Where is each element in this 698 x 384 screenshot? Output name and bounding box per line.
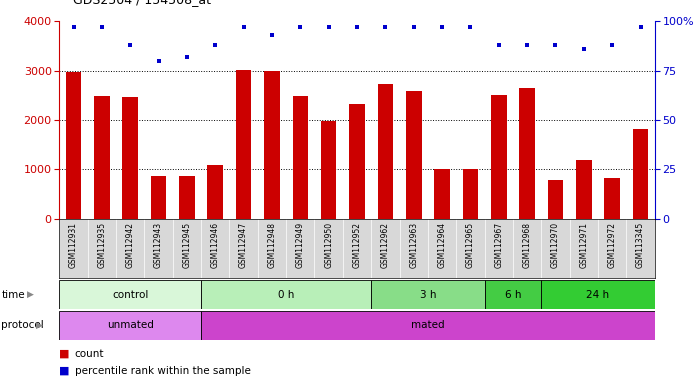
- Bar: [519, 88, 535, 219]
- Text: ▶: ▶: [27, 290, 34, 299]
- Point: [209, 42, 221, 48]
- Text: GSM112947: GSM112947: [239, 222, 248, 268]
- Bar: [463, 169, 478, 219]
- Bar: [548, 180, 563, 219]
- Text: mated: mated: [411, 320, 445, 331]
- Text: GSM112972: GSM112972: [608, 222, 617, 268]
- Point: [578, 46, 589, 52]
- Bar: [321, 121, 336, 219]
- Point: [521, 42, 533, 48]
- Bar: [236, 70, 251, 219]
- Bar: [576, 160, 592, 219]
- Text: GSM112946: GSM112946: [211, 222, 220, 268]
- Point: [607, 42, 618, 48]
- Text: GSM112945: GSM112945: [182, 222, 191, 268]
- Point: [436, 24, 447, 30]
- Point: [267, 32, 278, 38]
- Point: [153, 58, 164, 64]
- Text: GDS2504 / 154508_at: GDS2504 / 154508_at: [73, 0, 211, 6]
- Text: GSM112943: GSM112943: [154, 222, 163, 268]
- Text: GSM112970: GSM112970: [551, 222, 560, 268]
- Text: control: control: [112, 290, 149, 300]
- Bar: [264, 71, 280, 219]
- Point: [96, 24, 107, 30]
- Bar: [434, 169, 450, 219]
- Text: GSM112952: GSM112952: [352, 222, 362, 268]
- Text: ■: ■: [59, 366, 70, 376]
- Text: GSM113345: GSM113345: [636, 222, 645, 268]
- Text: GSM112967: GSM112967: [494, 222, 503, 268]
- Text: GSM112949: GSM112949: [296, 222, 305, 268]
- Text: ■: ■: [59, 349, 70, 359]
- FancyBboxPatch shape: [371, 280, 484, 309]
- Text: 6 h: 6 h: [505, 290, 521, 300]
- Bar: [94, 96, 110, 219]
- Bar: [633, 129, 648, 219]
- Text: GSM112935: GSM112935: [97, 222, 106, 268]
- Text: GSM112964: GSM112964: [438, 222, 447, 268]
- FancyBboxPatch shape: [59, 280, 201, 309]
- Text: GSM112950: GSM112950: [324, 222, 333, 268]
- Point: [181, 54, 193, 60]
- Point: [635, 24, 646, 30]
- Bar: [292, 96, 308, 219]
- Point: [125, 42, 136, 48]
- Text: 3 h: 3 h: [419, 290, 436, 300]
- Point: [68, 24, 79, 30]
- Text: GSM112963: GSM112963: [409, 222, 418, 268]
- Text: GSM112971: GSM112971: [579, 222, 588, 268]
- Text: unmated: unmated: [107, 320, 154, 331]
- Text: count: count: [75, 349, 104, 359]
- Text: percentile rank within the sample: percentile rank within the sample: [75, 366, 251, 376]
- Point: [238, 24, 249, 30]
- Bar: [122, 97, 138, 219]
- Bar: [66, 71, 81, 219]
- Point: [323, 24, 334, 30]
- Text: protocol: protocol: [1, 320, 44, 331]
- Bar: [491, 95, 507, 219]
- Text: 0 h: 0 h: [278, 290, 295, 300]
- Point: [550, 42, 561, 48]
- Text: GSM112965: GSM112965: [466, 222, 475, 268]
- FancyBboxPatch shape: [542, 280, 655, 309]
- Point: [465, 24, 476, 30]
- Bar: [406, 91, 422, 219]
- Text: ▶: ▶: [36, 321, 43, 330]
- Bar: [604, 178, 620, 219]
- Bar: [349, 104, 365, 219]
- Text: GSM112942: GSM112942: [126, 222, 135, 268]
- Point: [295, 24, 306, 30]
- Text: GSM112968: GSM112968: [523, 222, 532, 268]
- Text: 24 h: 24 h: [586, 290, 609, 300]
- Point: [380, 24, 391, 30]
- Point: [493, 42, 505, 48]
- Text: GSM112931: GSM112931: [69, 222, 78, 268]
- Bar: [151, 176, 166, 219]
- FancyBboxPatch shape: [201, 311, 655, 340]
- Point: [351, 24, 362, 30]
- Point: [408, 24, 419, 30]
- Text: GSM112948: GSM112948: [267, 222, 276, 268]
- FancyBboxPatch shape: [201, 280, 371, 309]
- Text: time: time: [1, 290, 25, 300]
- Text: GSM112962: GSM112962: [381, 222, 390, 268]
- Bar: [179, 176, 195, 219]
- FancyBboxPatch shape: [59, 311, 201, 340]
- Bar: [207, 165, 223, 219]
- Bar: [378, 84, 393, 219]
- FancyBboxPatch shape: [484, 280, 542, 309]
